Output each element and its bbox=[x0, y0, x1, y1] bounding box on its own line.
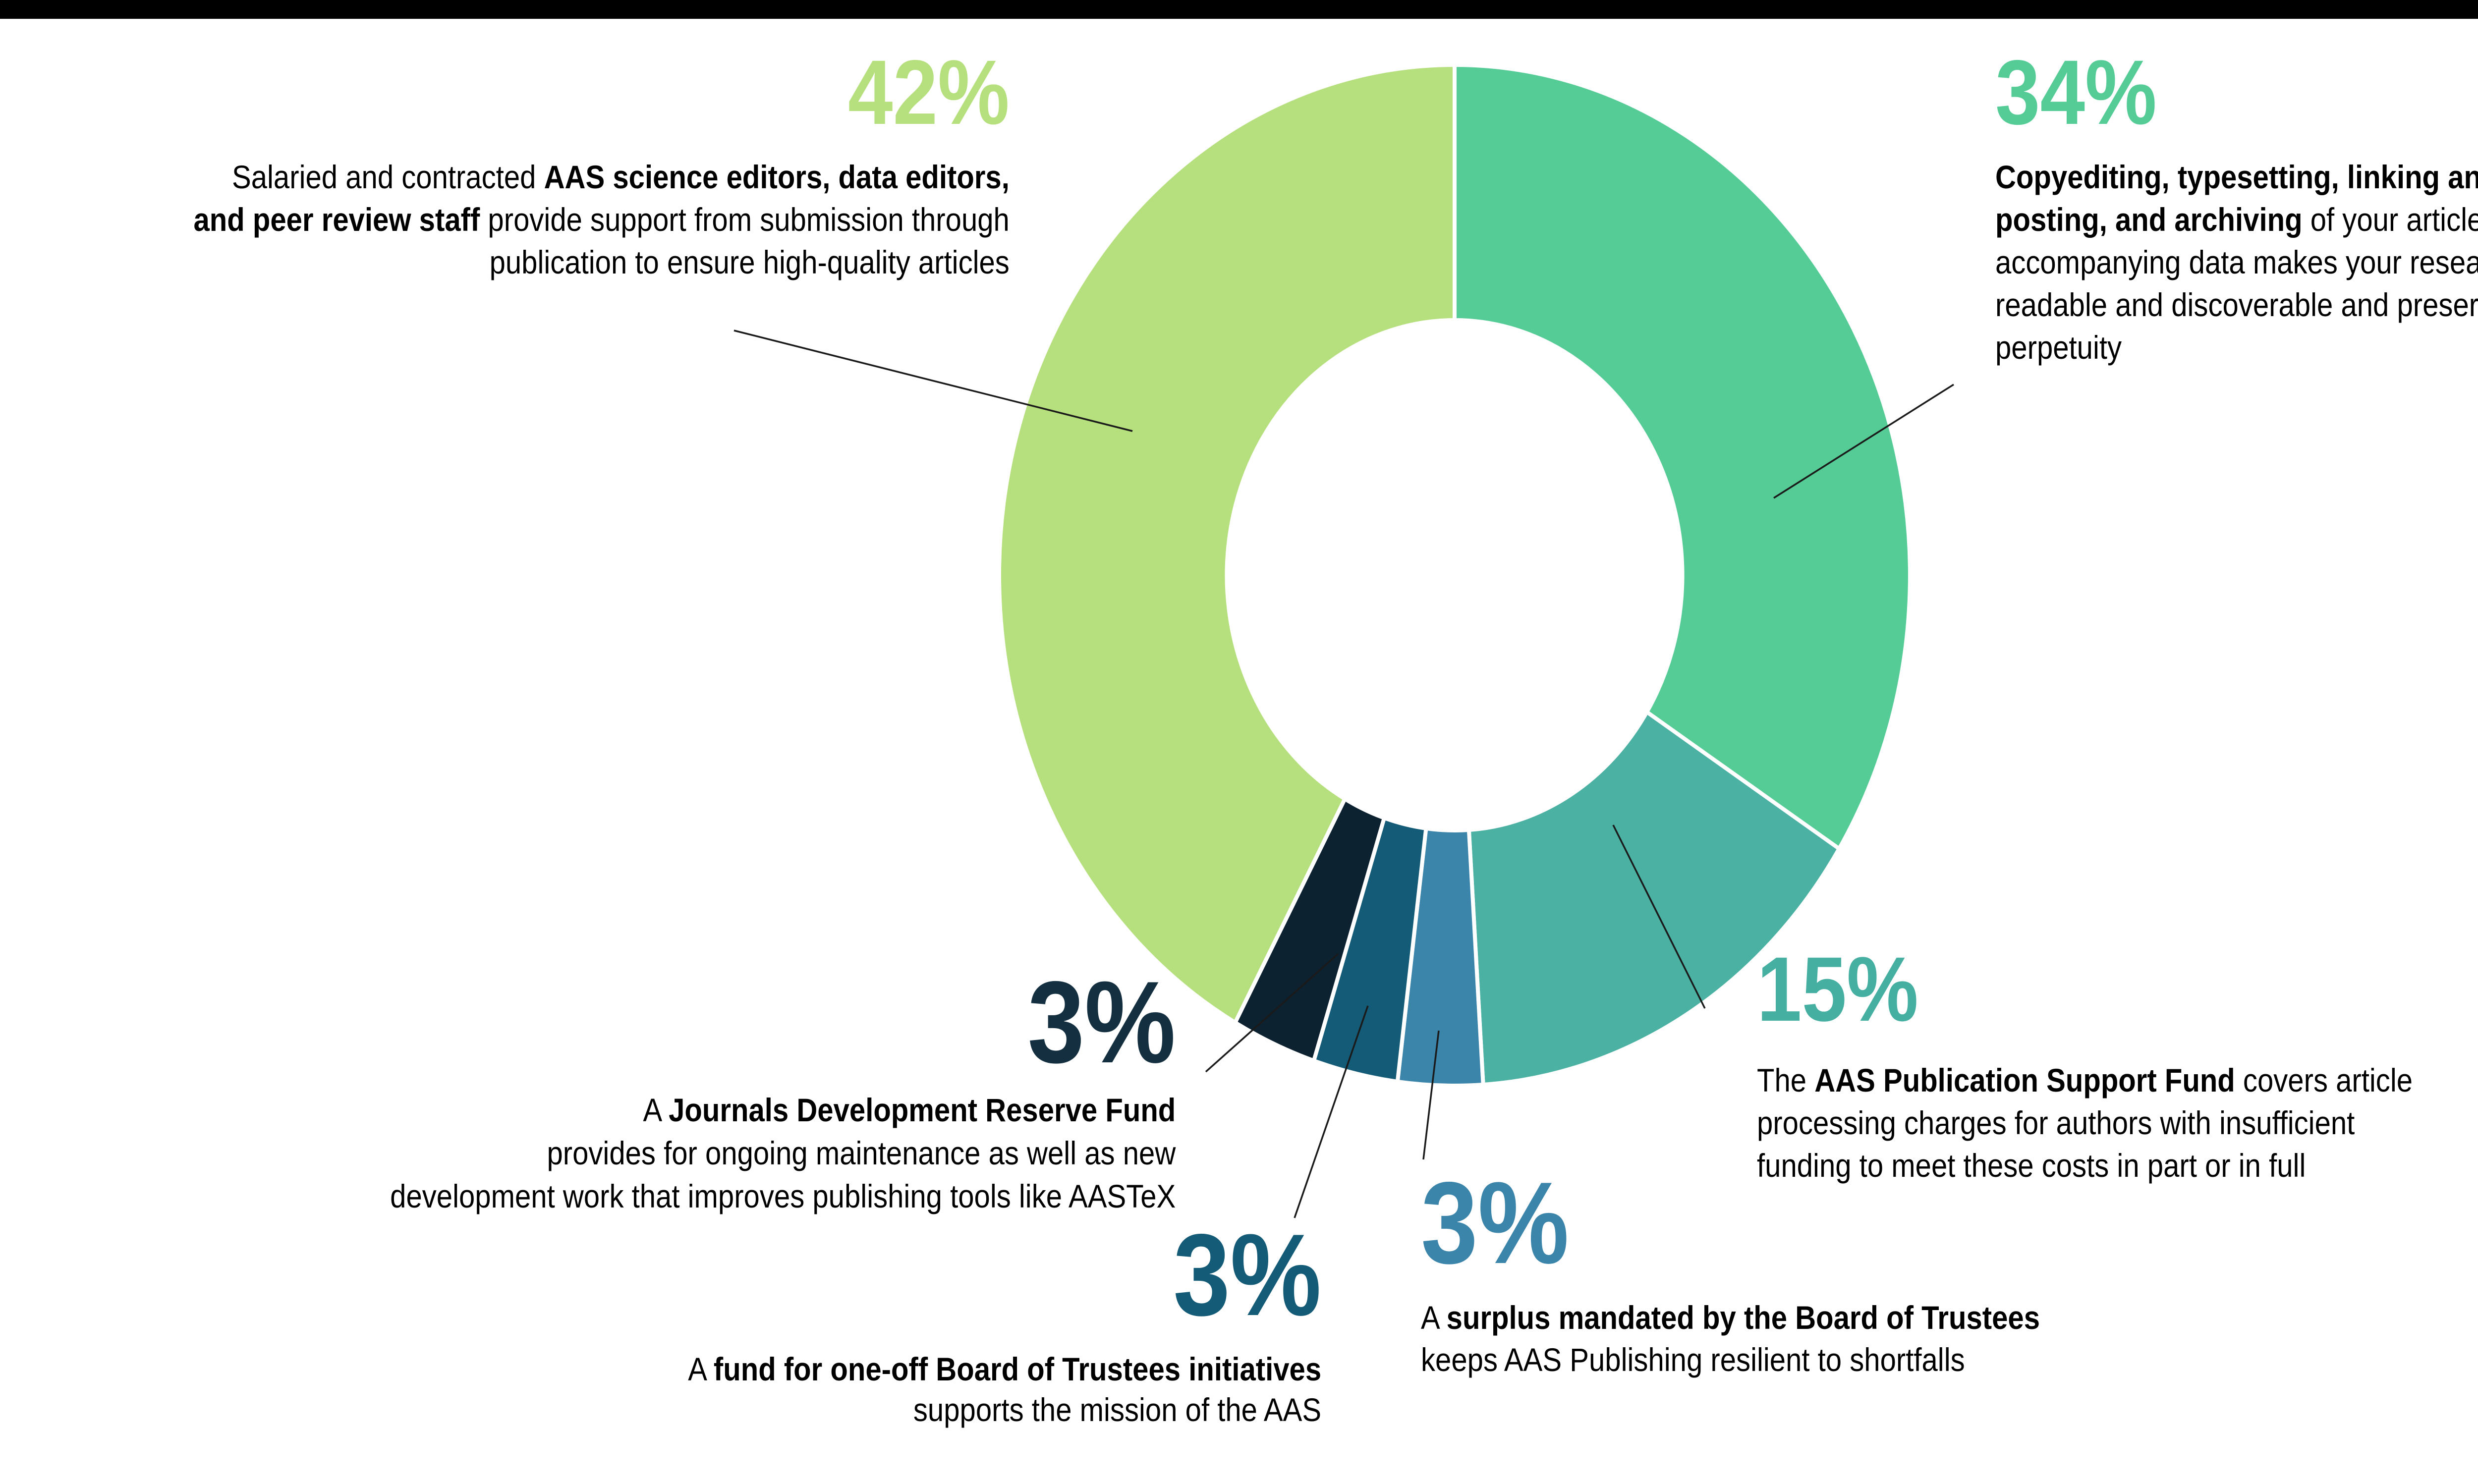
leader-line-3pct-surplus bbox=[1422, 1030, 1440, 1160]
text-line: A surplus mandated by the Board of Trust… bbox=[1421, 1299, 2040, 1336]
text-line: perpetuity bbox=[1995, 329, 2122, 366]
text-line: Salaried and contracted AAS science edit… bbox=[232, 159, 1010, 195]
text-line: A Journals Development Reserve Fund bbox=[643, 1092, 1176, 1128]
annotation-15pct-text: The AAS Publication Support Fund covers … bbox=[1757, 1059, 2413, 1187]
pct-label-3-oneoff: 3% bbox=[1173, 1209, 1321, 1340]
annotation-3pct-surplus-text: A surplus mandated by the Board of Trust… bbox=[1421, 1297, 2040, 1381]
annotation-42pct-text: Salaried and contracted AAS science edit… bbox=[194, 156, 1010, 283]
pct-label-34: 34% bbox=[1995, 42, 2157, 144]
pct-label-3-surplus: 3% bbox=[1421, 1157, 1569, 1288]
text-line: The AAS Publication Support Fund covers … bbox=[1757, 1062, 2413, 1099]
text-line: processing charges for authors with insu… bbox=[1757, 1104, 2355, 1141]
text-line: provides for ongoing maintenance as well… bbox=[547, 1135, 1176, 1171]
donut-slice-editors-peer-review bbox=[997, 63, 1457, 1025]
annotation-3pct-oneoff-text: A fund for one-off Board of Trustees ini… bbox=[688, 1349, 1321, 1430]
leader-line-34pct bbox=[1773, 384, 1954, 499]
annotation-15pct-support-fund: 15% The AAS Publication Support Fund cov… bbox=[1757, 944, 2413, 1187]
annotation-34pct-copyediting: 34% Copyediting, typesetting, linking an… bbox=[1995, 47, 2478, 369]
leader-line-42pct bbox=[733, 330, 1133, 432]
text-line: posting, and archiving of your article a… bbox=[1995, 201, 2478, 238]
donut-slice-copyediting bbox=[1453, 63, 1912, 851]
text-line: A fund for one-off Board of Trustees ini… bbox=[688, 1351, 1321, 1387]
donut-slice-publication-support-fund bbox=[1466, 710, 1841, 1087]
annotation-3pct-surplus: 3% A surplus mandated by the Board of Tr… bbox=[1421, 1164, 2040, 1381]
text-line: development work that improves publishin… bbox=[390, 1178, 1176, 1214]
text-line: publication to ensure high-quality artic… bbox=[489, 244, 1010, 280]
annotation-34pct-text: Copyediting, typesetting, linking and ta… bbox=[1995, 156, 2478, 369]
top-black-bar bbox=[0, 0, 2478, 19]
annotation-3pct-journals-text: A Journals Development Reserve Fund provi… bbox=[390, 1089, 1176, 1218]
text-line: and peer review staff provide support fr… bbox=[193, 201, 1010, 238]
text-line: supports the mission of the AAS bbox=[913, 1391, 1321, 1428]
pct-label-42: 42% bbox=[848, 42, 1010, 144]
annotation-42pct-editors: 42% Salaried and contracted AAS science … bbox=[194, 47, 1010, 283]
text-line: readable and discoverable and preserves … bbox=[1995, 286, 2478, 323]
pct-label-3-journals: 3% bbox=[1027, 957, 1176, 1087]
text-line: funding to meet these costs in part or i… bbox=[1757, 1147, 2306, 1184]
text-line: keeps AAS Publishing resilient to shortf… bbox=[1421, 1341, 1965, 1378]
text-line: accompanying data makes your research mo… bbox=[1995, 244, 2478, 280]
leader-line-15pct bbox=[1612, 824, 1706, 1009]
pct-label-15: 15% bbox=[1757, 938, 1918, 1041]
annotation-3pct-oneoff-fund: 3% A fund for one-off Board of Trustees … bbox=[688, 1216, 1321, 1430]
text-line: Copyediting, typesetting, linking and ta… bbox=[1995, 159, 2478, 195]
leader-line-3pct-oneoff bbox=[1294, 1005, 1369, 1218]
annotation-3pct-journals-reserve: 3% A Journals Development Reserve Fund pr… bbox=[390, 964, 1176, 1218]
leader-line-3pct-journals bbox=[1205, 953, 1339, 1073]
